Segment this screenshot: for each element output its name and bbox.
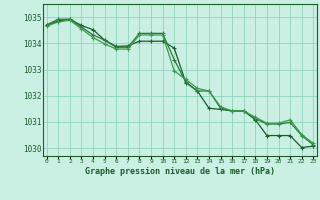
X-axis label: Graphe pression niveau de la mer (hPa): Graphe pression niveau de la mer (hPa) xyxy=(85,167,275,176)
